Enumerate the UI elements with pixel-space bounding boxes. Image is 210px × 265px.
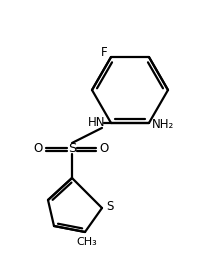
Text: O: O [33, 142, 43, 154]
Text: S: S [68, 142, 76, 154]
Text: HN: HN [88, 116, 106, 129]
Text: S: S [106, 200, 114, 213]
Text: F: F [101, 46, 107, 59]
Text: O: O [99, 142, 109, 154]
Text: NH₂: NH₂ [152, 118, 174, 131]
Text: CH₃: CH₃ [77, 237, 97, 247]
